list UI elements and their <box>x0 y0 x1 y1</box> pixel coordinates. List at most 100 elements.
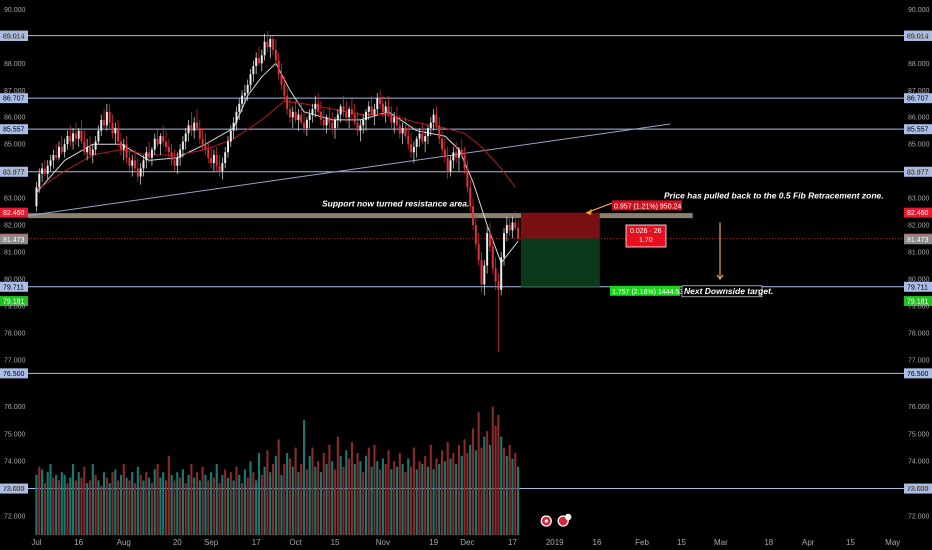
candle-body <box>173 160 176 166</box>
volume-tick-label-left: 74.000 <box>4 459 26 466</box>
candle-body <box>339 106 342 115</box>
candle-body <box>80 130 83 142</box>
candle-body <box>449 160 452 172</box>
volume-bar <box>60 472 63 535</box>
volume-bar <box>148 477 151 535</box>
volume-bar <box>207 480 210 535</box>
level-tag-label-left: 76.500 <box>3 371 25 378</box>
volume-bar <box>145 472 148 535</box>
candle-body <box>139 168 142 177</box>
volume-bar <box>66 483 69 535</box>
volume-bar <box>74 480 77 535</box>
candle-body <box>367 106 370 112</box>
candle-body <box>184 133 187 142</box>
candle-body <box>91 149 94 155</box>
price-tick-label-right: 84.000 <box>908 169 930 176</box>
volume-bar <box>139 474 142 535</box>
volume-bar <box>384 463 387 535</box>
volume-bar <box>252 472 255 535</box>
volume-bar <box>150 483 153 535</box>
candle-body <box>432 114 435 123</box>
candle-body <box>500 257 503 290</box>
candle-body <box>362 119 365 126</box>
volume-bar <box>328 444 331 535</box>
candle-body <box>162 136 165 142</box>
candle-body <box>472 206 475 226</box>
candle-body <box>342 106 345 112</box>
volume-bar <box>269 472 272 535</box>
candle-body <box>421 133 424 142</box>
volume-tick-label-left: 73.000 <box>4 486 26 493</box>
candle-body <box>232 122 235 131</box>
trendline-line[interactable] <box>27 123 671 217</box>
level-tag-right <box>904 234 932 245</box>
level-tag-left <box>0 30 28 41</box>
candle-body <box>243 92 246 96</box>
volume-bar <box>381 458 384 535</box>
candle-body <box>491 246 494 269</box>
volume-bar <box>243 469 246 535</box>
candle-body <box>167 146 170 153</box>
price-tick-label-right: 88.000 <box>908 61 930 68</box>
volume-bar <box>438 463 441 535</box>
volume-bar <box>43 483 46 535</box>
time-axis-label: 17 <box>252 538 261 547</box>
price-tick-label-right: 78.000 <box>908 330 930 337</box>
volume-bar <box>226 477 230 535</box>
price-tick-label-left: 83.000 <box>4 196 26 203</box>
level-tag-left <box>0 281 28 292</box>
candle-body <box>277 60 280 75</box>
candle-body <box>187 125 190 134</box>
volume-bar <box>356 453 359 535</box>
target-zone[interactable] <box>520 238 600 287</box>
volume-bar <box>460 455 463 535</box>
candle-body <box>463 154 466 169</box>
volume-bar <box>221 474 224 535</box>
time-axis-label: Oct <box>289 538 302 547</box>
price-tick-label-left: 85.000 <box>4 142 26 149</box>
volume-bar <box>410 466 413 535</box>
time-axis-label: 18 <box>764 538 773 547</box>
level-tag-right <box>904 166 932 177</box>
candle-body <box>215 154 218 166</box>
volume-bar <box>348 458 351 535</box>
time-axis-label: 15 <box>331 538 340 547</box>
candle-body <box>170 152 173 161</box>
candle-body <box>376 98 379 110</box>
resistance-band-rect[interactable] <box>28 213 693 219</box>
price-tick-label-left: 80.000 <box>4 276 26 283</box>
volume-bar <box>407 458 410 535</box>
candle-body <box>117 128 120 142</box>
candle-body <box>111 122 114 134</box>
moving-average-line[interactable] <box>36 62 519 264</box>
candle-body <box>508 225 511 231</box>
candle-body <box>303 122 306 129</box>
candle-body <box>381 103 384 112</box>
candle-body <box>514 222 517 228</box>
level-tag-label-right: 85.557 <box>907 127 929 134</box>
volume-tick-label-right: 73.000 <box>908 486 930 493</box>
volume-bar <box>404 472 407 535</box>
candle-body <box>212 154 215 164</box>
candle-body <box>488 233 491 247</box>
level-tag-label-right: 89.014 <box>907 33 929 40</box>
volume-bar <box>35 474 38 535</box>
candle-body <box>404 128 407 137</box>
volume-bar <box>49 463 52 535</box>
trendline <box>27 123 671 217</box>
volume-bar <box>277 439 280 535</box>
level-tag-label-right: 82.460 <box>907 210 929 217</box>
candle-body <box>350 109 353 115</box>
candle-body <box>196 122 198 129</box>
volume-bar <box>187 474 190 535</box>
candle-body <box>103 119 106 126</box>
stop-zone[interactable] <box>520 212 600 239</box>
volume-bar <box>418 461 421 535</box>
volume-bar <box>108 483 111 535</box>
candle-body <box>207 149 210 158</box>
candle-body <box>63 144 66 153</box>
volume-bar <box>370 466 373 535</box>
time-axis-label: 19 <box>429 538 438 547</box>
level-tag-left <box>0 296 28 307</box>
